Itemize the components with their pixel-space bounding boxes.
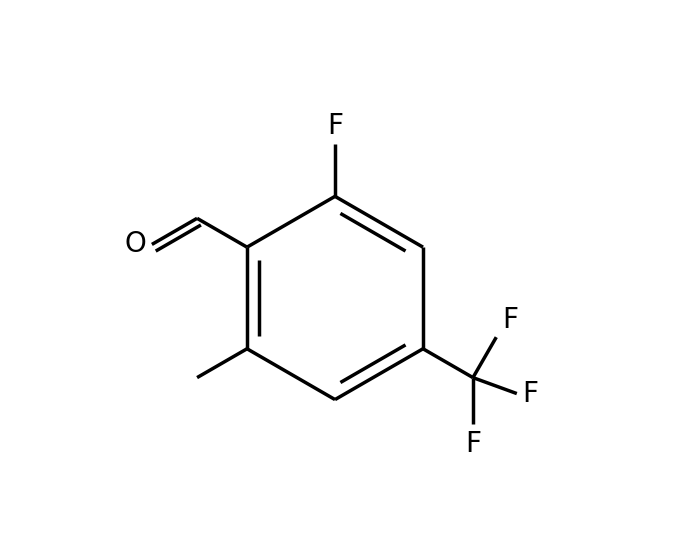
Text: F: F xyxy=(522,380,538,407)
Text: F: F xyxy=(465,430,481,458)
Text: O: O xyxy=(125,230,147,258)
Text: F: F xyxy=(327,112,343,140)
Text: F: F xyxy=(502,306,518,335)
